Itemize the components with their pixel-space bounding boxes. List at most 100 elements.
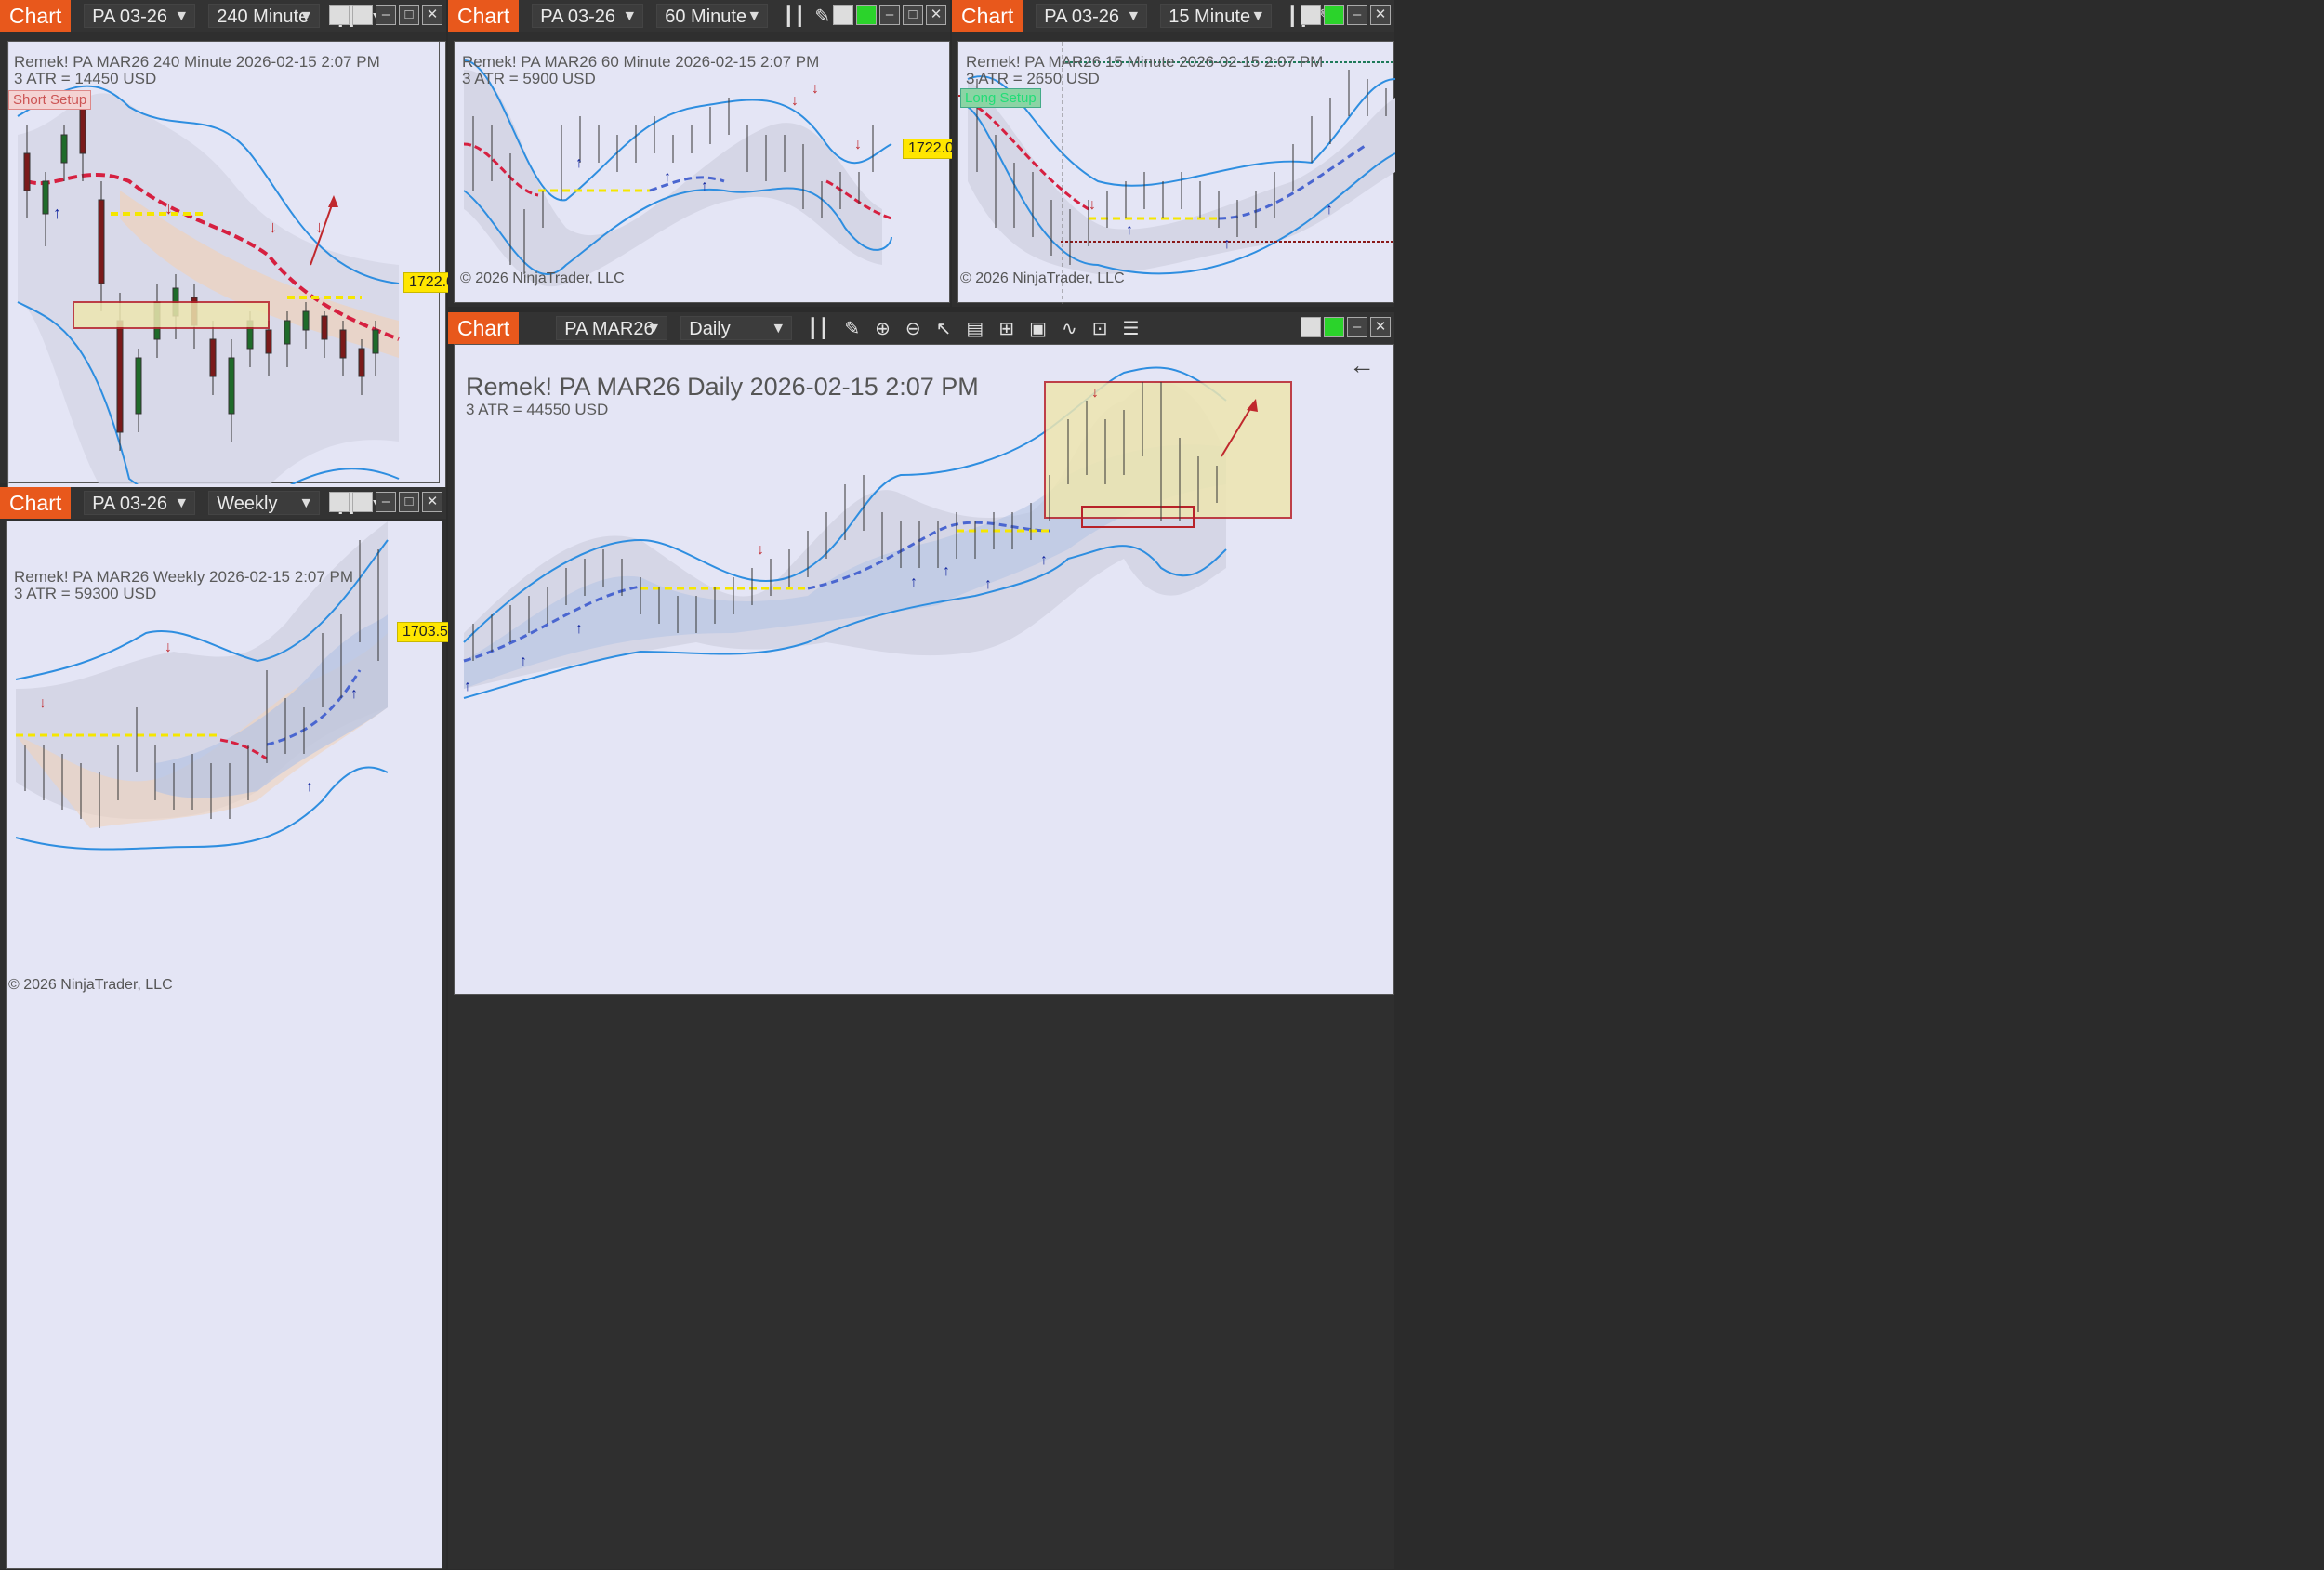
pencil-icon[interactable]: ✎ (844, 318, 861, 339)
chart-header: Remek! PA MAR26 Weekly 2026-02-15 2:07 P… (14, 568, 354, 586)
link-button[interactable] (1301, 5, 1321, 25)
svg-text:↑: ↑ (464, 679, 471, 694)
period-selector[interactable]: Daily ▼ (680, 316, 793, 340)
long-setup-tag[interactable]: Long Setup (960, 88, 1041, 108)
link-button[interactable] (352, 492, 373, 512)
svg-text:↑: ↑ (575, 621, 583, 637)
chart-title[interactable]: Chart (448, 312, 520, 344)
toolbar: Chart PA 03-26▼ 240 Minute▼ ┃┃▼ –□✕ (0, 0, 446, 32)
maximize-button[interactable]: □ (399, 5, 419, 25)
svg-text:↑: ↑ (1126, 222, 1133, 238)
svg-text:↓: ↓ (165, 199, 173, 218)
instrument-selector[interactable]: PA 03-26 ▼ (84, 491, 196, 515)
instrument-selector[interactable]: PA 03-26 ▼ (1036, 4, 1148, 28)
data-box-icon[interactable]: ▤ (966, 318, 984, 339)
zoom-out-icon[interactable]: ⊖ (905, 318, 921, 339)
instrument-selector[interactable]: PA 03-26 ▼ (84, 4, 196, 28)
link-button[interactable] (329, 492, 350, 512)
period-selector[interactable]: 15 Minute ▼ (1160, 4, 1273, 28)
link-button[interactable] (1301, 317, 1321, 337)
chart-header: Remek! PA MAR26 Daily 2026-02-15 2:07 PM (466, 373, 979, 401)
chevron-down-icon: ▼ (1126, 8, 1142, 24)
price-chart-weekly: ↓ ↓ ↑ ↑ (15, 521, 389, 851)
close-button[interactable]: ✕ (422, 5, 442, 25)
period-label: 15 Minute (1169, 7, 1251, 27)
zoom-in-icon[interactable]: ⊕ (875, 318, 891, 339)
chart-header: Remek! PA MAR26 60 Minute 2026-02-15 2:0… (462, 53, 820, 71)
close-button[interactable]: ✕ (422, 492, 442, 512)
instrument-label: PA 03-26 (92, 494, 168, 514)
chevron-down-icon: ▼ (646, 321, 662, 336)
maximize-button[interactable]: □ (399, 492, 419, 512)
period-selector[interactable]: Weekly ▼ (208, 491, 321, 515)
minimize-button[interactable]: – (1347, 317, 1367, 337)
copyright: © 2026 NinjaTrader, LLC (460, 270, 625, 286)
price-marker: 1703.5 (397, 622, 454, 642)
link-button[interactable] (352, 5, 373, 25)
back-arrow-icon[interactable]: ← (1349, 350, 1375, 379)
price-panel[interactable]: ↓ ↑ ↑ ↑ Remek! PA MAR26 15 Minute 2026-0… (957, 41, 1395, 304)
minimize-button[interactable]: – (376, 5, 396, 25)
snapshot-icon[interactable]: ▣ (1029, 318, 1047, 339)
minimize-button[interactable]: – (879, 5, 900, 25)
chart-title[interactable]: Chart (952, 0, 1023, 32)
chevron-down-icon: ▼ (174, 495, 190, 511)
short-setup-tag[interactable]: Short Setup (8, 90, 92, 110)
period-selector[interactable]: 240 Minute ▼ (208, 4, 321, 28)
svg-text:↓: ↓ (315, 218, 324, 236)
pencil-icon[interactable]: ✎ (814, 6, 831, 27)
price-panel-240[interactable]: ↑ ↓ ↓ ↓ Remek! PA MAR26 240 Minute 2026-… (7, 41, 460, 484)
chart-window-60min: Chart PA 03-26▼ 60 Minute▼ ┃┃✎⊕▼ –□✕ ↑ ↑… (448, 0, 959, 307)
atr-label: 3 ATR = 14450 USD (14, 70, 157, 87)
svg-text:↓: ↓ (757, 542, 764, 558)
svg-text:↑: ↑ (664, 169, 671, 185)
link-button[interactable] (329, 5, 350, 25)
chart-header: Remek! PA MAR26 15 Minute 2026-02-15 2:0… (966, 53, 1324, 71)
indicators-icon[interactable]: ∿ (1061, 318, 1077, 339)
period-label: 60 Minute (665, 7, 747, 27)
svg-text:↑: ↑ (910, 574, 918, 590)
chart-title[interactable]: Chart (0, 0, 72, 32)
bar-style-icon[interactable]: ┃┃ (783, 6, 806, 27)
toolbar: Chart PA MAR26 ▼ Daily ▼ ┃┃ ✎ ⊕ ⊖ ↖ ▤ ⊞ ▣ ∿ ⊡ ☰ – ✕ (448, 312, 1394, 344)
maximize-button[interactable]: □ (903, 5, 923, 25)
period-label: 240 Minute (217, 7, 310, 27)
period-selector[interactable]: 60 Minute ▼ (656, 4, 769, 28)
bar-style-icon[interactable]: ┃┃ (807, 318, 830, 339)
chart-window-15min: Chart PA 03-26▼ 15 Minute▼ ┃┃✎ –✕ ↓ (952, 0, 1395, 307)
chart-header: Remek! PA MAR26 240 Minute 2026-02-15 2:… (14, 53, 380, 71)
svg-text:↑: ↑ (701, 178, 708, 194)
svg-text:↓: ↓ (39, 695, 46, 711)
minimize-button[interactable]: – (1347, 5, 1367, 25)
price-panel[interactable]: ↑ ↑ ↑ ↓ ↓ ↓ Remek! PA MAR26 60 Minute 20… (454, 41, 959, 303)
svg-text:↑: ↑ (53, 204, 61, 222)
svg-text:↓: ↓ (854, 137, 862, 152)
svg-text:↑: ↑ (520, 653, 527, 669)
pointer-icon[interactable]: ↖ (935, 318, 952, 339)
chevron-down-icon: ▼ (771, 321, 786, 336)
chart-window-weekly: Chart PA 03-26▼ Weekly▼ ┃┃▼ –□✕ ↓ ↓ ↑ ↑ (0, 487, 454, 1569)
instrument-label: PA 03-26 (92, 7, 168, 27)
close-button[interactable]: ✕ (1370, 5, 1391, 25)
close-button[interactable]: ✕ (1370, 317, 1391, 337)
list-icon[interactable]: ☰ (1122, 318, 1140, 339)
properties-icon[interactable]: ⊞ (998, 318, 1015, 339)
link-button[interactable] (1324, 5, 1344, 25)
period-label: Weekly (217, 494, 278, 514)
link-button[interactable] (856, 5, 877, 25)
price-panel[interactable]: ↑ ↑ ↑ ↓ ↑ ↑ ↑ ↑ ↓ Remek! PA MAR26 Daily … (454, 344, 1394, 995)
chart-title[interactable]: Chart (0, 487, 72, 519)
link-button[interactable] (1324, 317, 1344, 337)
chart-title[interactable]: Chart (448, 0, 520, 32)
close-button[interactable]: ✕ (926, 5, 946, 25)
instrument-selector[interactable]: PA 03-26 ▼ (532, 4, 644, 28)
price-marker: 1722.0 (403, 272, 460, 293)
price-panel[interactable]: ↓ ↓ ↑ ↑ Remek! PA MAR26 Weekly 2026-02-1… (6, 521, 454, 1569)
minimize-button[interactable]: – (376, 492, 396, 512)
atr-label: 3 ATR = 2650 USD (966, 70, 1100, 87)
instrument-selector[interactable]: PA MAR26 ▼ (556, 316, 668, 340)
svg-text:↓: ↓ (791, 93, 799, 109)
strategies-icon[interactable]: ⊡ (1091, 318, 1108, 339)
link-button[interactable] (833, 5, 853, 25)
copyright: © 2026 NinjaTrader, LLC (960, 270, 1125, 286)
